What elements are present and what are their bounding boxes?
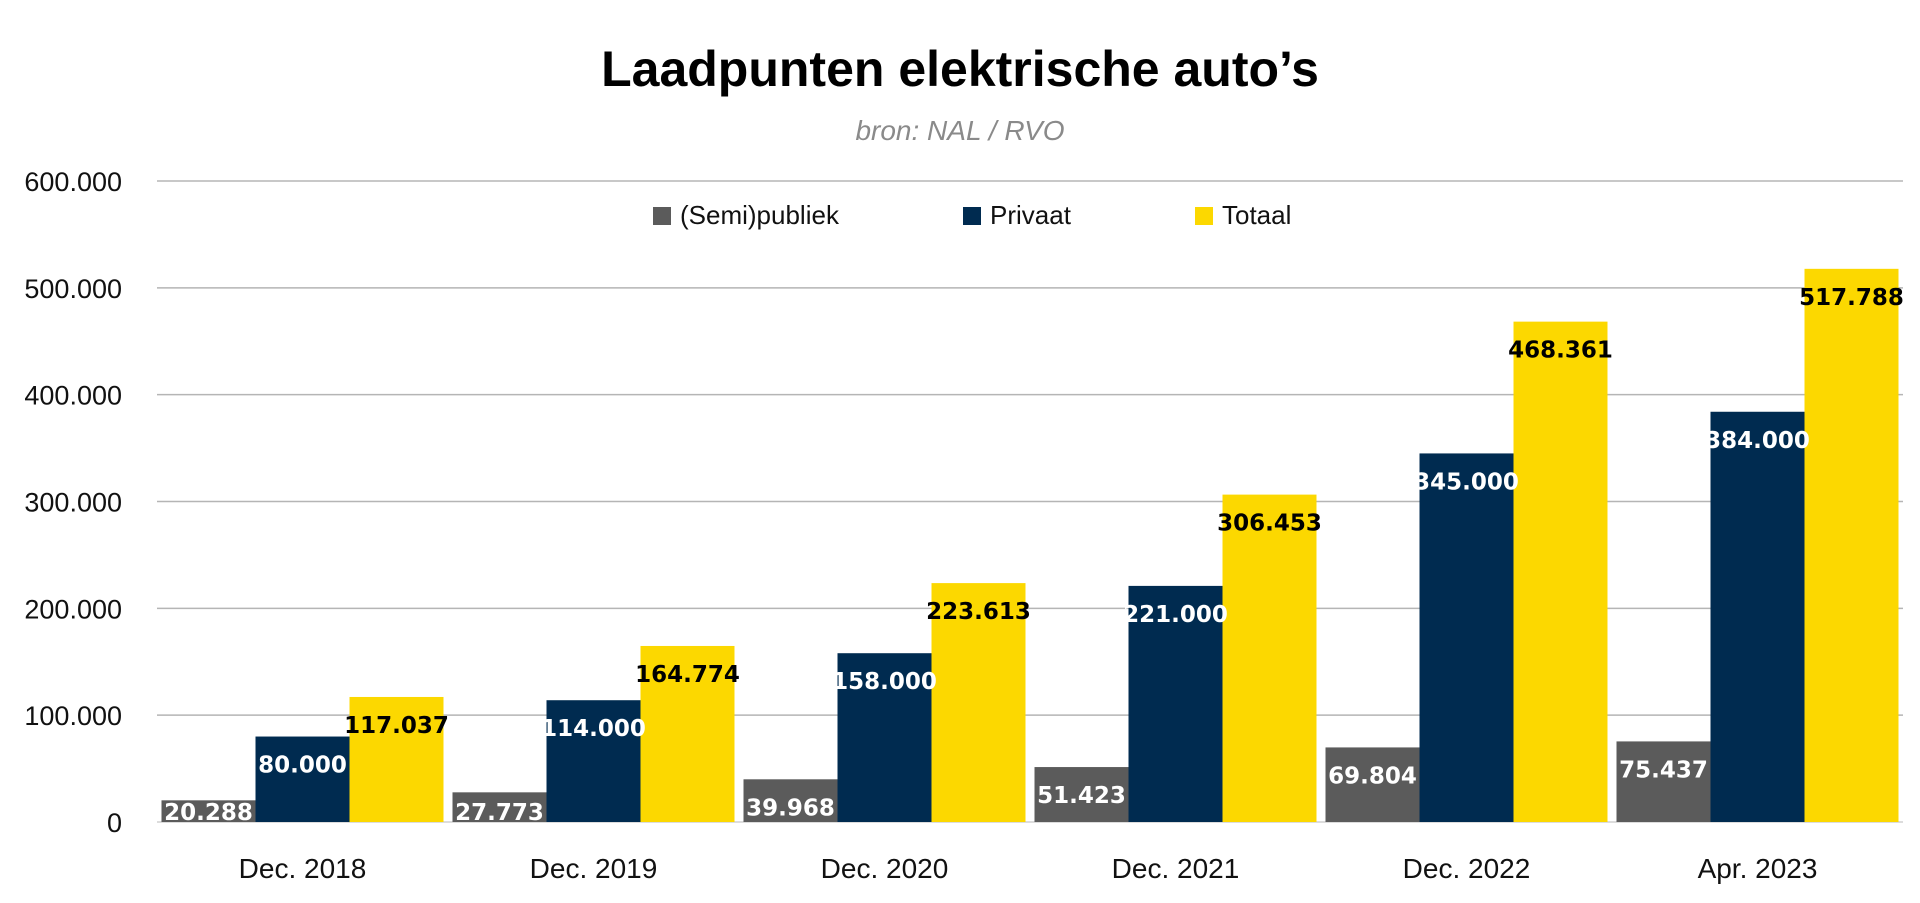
x-axis-category-labels: Dec. 2018 Dec. 2019 Dec. 2020 Dec. 2021 Dec.… — [239, 853, 1818, 884]
bar — [931, 583, 1026, 822]
data-label: 20.288 — [164, 800, 253, 826]
x-category-label: Dec. 2019 — [530, 853, 658, 884]
bar — [349, 696, 444, 822]
x-category-label: Apr. 2023 — [1698, 853, 1818, 884]
y-tick-label: 500.000 — [24, 274, 122, 304]
data-label: 39.968 — [746, 795, 835, 821]
bar — [1804, 268, 1899, 822]
bar — [1034, 767, 1129, 822]
y-axis-tick-labels: 0 100.000 200.000 300.000 400.000 500.000 600.… — [24, 167, 122, 838]
gridlines — [157, 180, 1903, 823]
x-category-label: Dec. 2020 — [821, 853, 949, 884]
data-label: 114.000 — [541, 716, 646, 742]
bar — [640, 645, 735, 822]
bar — [1419, 453, 1514, 822]
y-tick-label: 200.000 — [24, 594, 122, 624]
chart-title: Laadpunten elektrische auto’s — [601, 41, 1319, 97]
legend: (Semi)publiek Privaat Totaal — [653, 200, 1291, 230]
y-tick-label: 100.000 — [24, 701, 122, 731]
data-label: 345.000 — [1414, 469, 1519, 495]
bars — [161, 268, 1899, 822]
x-category-label: Dec. 2022 — [1403, 853, 1531, 884]
y-tick-label: 300.000 — [24, 488, 122, 518]
bar — [546, 700, 641, 822]
legend-swatch — [963, 207, 981, 225]
data-label: 27.773 — [455, 800, 544, 826]
legend-swatch — [1195, 207, 1213, 225]
bar — [837, 653, 932, 822]
bar — [1616, 741, 1711, 822]
x-category-label: Dec. 2021 — [1112, 853, 1240, 884]
y-tick-label: 0 — [107, 808, 122, 838]
bar — [1222, 494, 1317, 822]
x-category-label: Dec. 2018 — [239, 853, 367, 884]
bar — [1513, 321, 1608, 822]
data-label: 306.453 — [1217, 511, 1322, 537]
data-label: 223.613 — [926, 599, 1031, 625]
data-label: 117.037 — [344, 713, 449, 739]
data-label: 80.000 — [258, 753, 347, 779]
data-label: 69.804 — [1328, 763, 1417, 789]
bar — [743, 779, 838, 822]
legend-label: Privaat — [990, 200, 1072, 230]
data-label: 51.423 — [1037, 783, 1126, 809]
bar — [1128, 585, 1223, 822]
legend-label: Totaal — [1222, 200, 1291, 230]
data-label: 468.361 — [1508, 338, 1613, 364]
legend-label: (Semi)publiek — [680, 200, 840, 230]
data-label: 384.000 — [1705, 428, 1810, 454]
y-tick-label: 600.000 — [24, 167, 122, 197]
data-label: 517.788 — [1799, 285, 1904, 311]
bar — [1325, 747, 1420, 822]
data-label: 75.437 — [1619, 757, 1708, 783]
data-label: 158.000 — [832, 669, 937, 695]
bar — [452, 792, 547, 822]
bar — [161, 800, 256, 822]
chart-subtitle: bron: NAL / RVO — [855, 115, 1064, 146]
bar — [255, 736, 350, 822]
bar — [1710, 411, 1805, 822]
legend-swatch — [653, 207, 671, 225]
y-tick-label: 400.000 — [24, 381, 122, 411]
data-label: 164.774 — [635, 662, 740, 688]
data-label: 221.000 — [1123, 602, 1228, 628]
